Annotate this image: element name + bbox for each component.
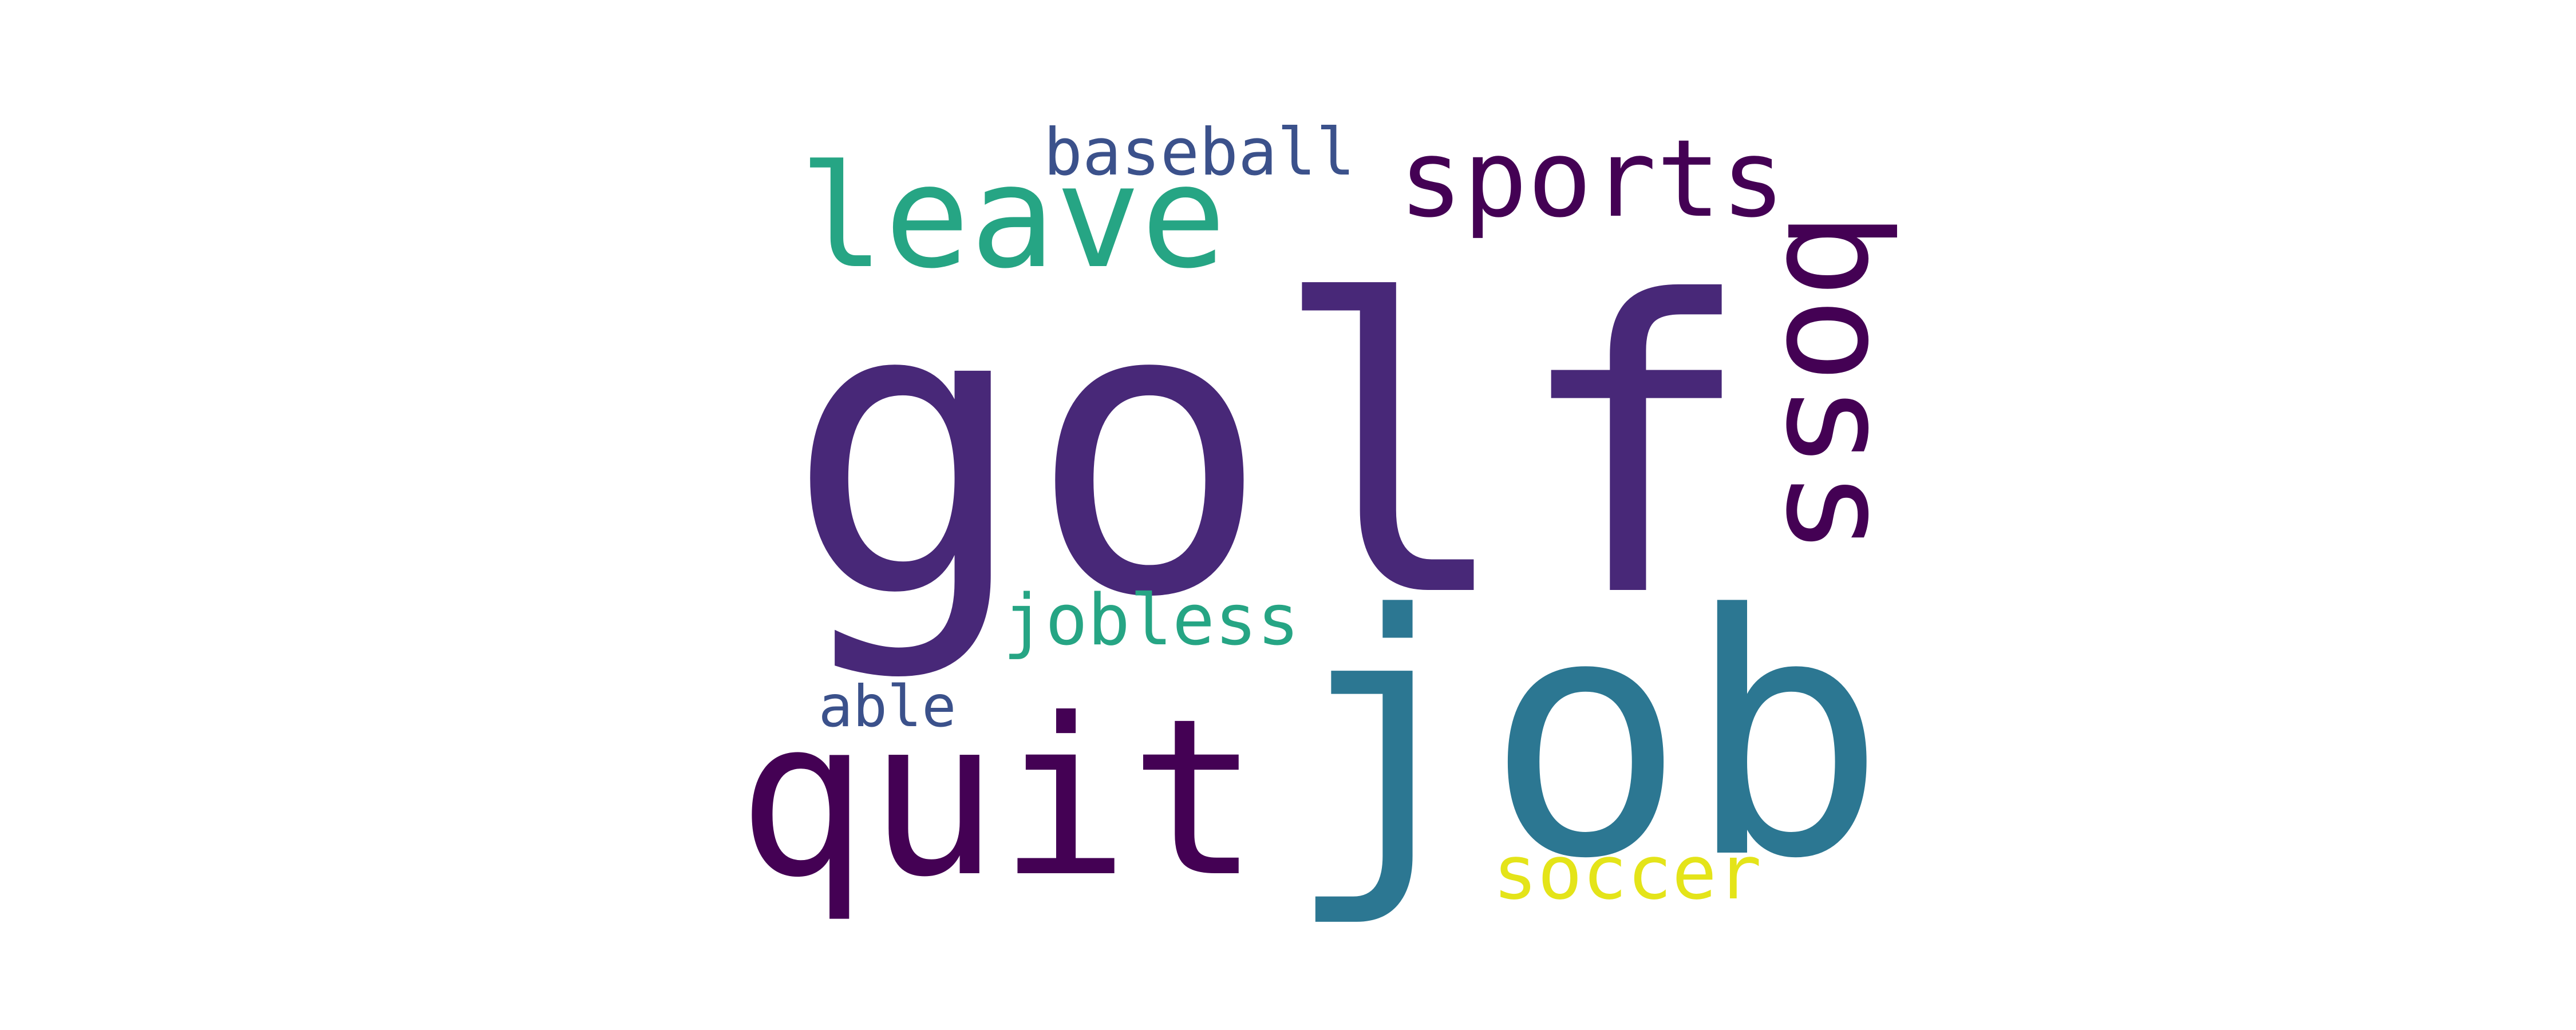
word-job: job <box>1285 544 1886 932</box>
word-leave: leave <box>799 135 1227 300</box>
word-sports: sports <box>1398 117 1785 241</box>
word-soccer: soccer <box>1492 829 1762 916</box>
word-able: able <box>818 673 957 740</box>
word-boss: boss <box>1755 211 1921 556</box>
word-jobless: jobless <box>1003 579 1299 661</box>
word-golf: golf <box>786 216 1755 685</box>
word-baseball: baseball <box>1043 114 1356 190</box>
word-quit: quit <box>737 672 1260 925</box>
